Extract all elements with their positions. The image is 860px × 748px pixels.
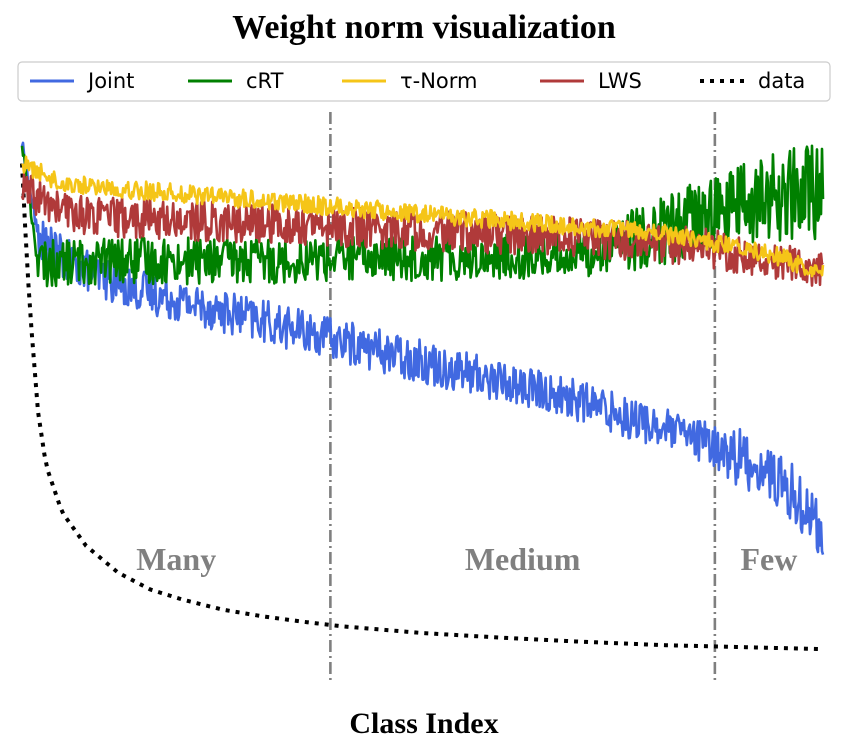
legend-item-joint: Joint	[30, 69, 134, 93]
legend-item-crt: cRT	[188, 69, 284, 93]
legend-label-crt: cRT	[246, 69, 284, 93]
legend-label-data: data	[758, 69, 805, 93]
x-axis-label: Class Index	[349, 707, 498, 740]
region-label-medium: Medium	[465, 541, 581, 577]
series-layer	[20, 141, 825, 652]
chart-title: Weight norm visualization	[232, 9, 616, 46]
region-label-few: Few	[741, 541, 798, 577]
series-line-lws	[20, 172, 824, 287]
legend-label-lws: LWS	[598, 69, 642, 93]
series-line-tau-norm	[21, 155, 825, 278]
region-labels: Many Medium Few	[136, 541, 797, 577]
legend-item-data: data	[700, 69, 805, 93]
legend-item-tau-norm: τ-Norm	[342, 69, 478, 93]
series-line-joint	[20, 141, 825, 555]
chart-legend: Joint cRT τ-Norm LWS data	[17, 61, 831, 102]
region-label-many: Many	[136, 541, 216, 577]
legend-label-joint: Joint	[86, 69, 134, 93]
series-line-crt	[20, 144, 825, 288]
legend-label-tau-norm: τ-Norm	[400, 69, 478, 93]
legend-frame	[17, 61, 831, 102]
legend-item-lws: LWS	[540, 69, 642, 93]
